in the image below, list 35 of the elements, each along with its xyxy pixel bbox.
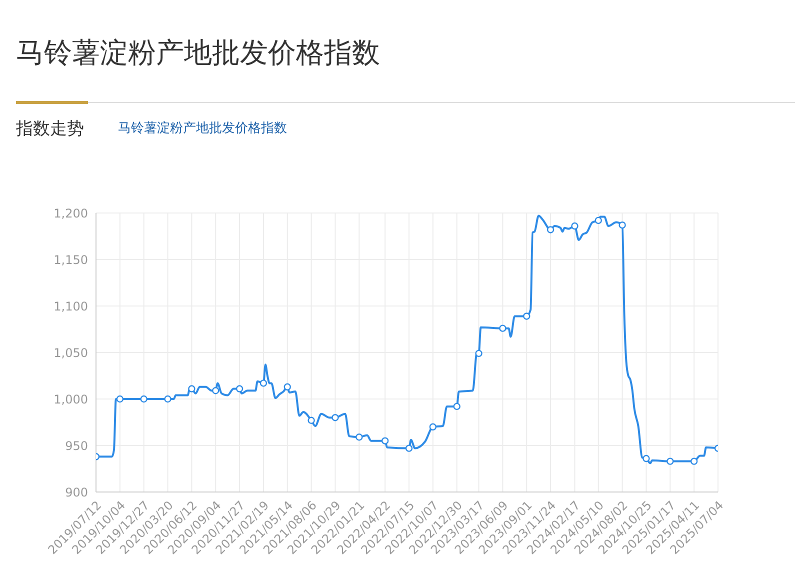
point: [618, 221, 626, 229]
point: [381, 437, 389, 444]
y-tick-label: 900: [65, 485, 88, 500]
point: [212, 387, 220, 394]
point: [332, 414, 339, 422]
point: [140, 395, 148, 403]
point: [164, 395, 172, 403]
point: [666, 458, 674, 465]
point: [356, 434, 363, 441]
text: 马铃薯淀粉产地批发价格指数: [118, 120, 287, 137]
y-tick-label: 1,000: [54, 392, 88, 406]
chart-subtitle: 指数走势: [16, 118, 84, 140]
point: [188, 385, 196, 392]
y-tick-label: 1,150: [54, 252, 88, 267]
point: [523, 312, 530, 320]
point: [453, 402, 460, 410]
y-tick-label: 1,050: [54, 346, 88, 360]
point: [429, 423, 437, 430]
y-tick-label: 950: [65, 438, 88, 453]
point: [642, 454, 650, 462]
point: [546, 226, 554, 234]
point: [475, 350, 482, 358]
point: [405, 444, 413, 452]
point: [499, 324, 506, 332]
point: [236, 385, 244, 392]
point: [571, 222, 578, 230]
y-tick-label: 1,100: [54, 299, 88, 314]
point: [116, 395, 124, 403]
point: [690, 458, 698, 465]
point: [308, 416, 315, 424]
point: [260, 380, 268, 387]
chart-title: 马铃薯淀粉产地批发价格指数: [16, 35, 380, 71]
point: [594, 216, 602, 224]
point: [284, 383, 291, 391]
y-tick-label: 1,200: [54, 206, 88, 220]
